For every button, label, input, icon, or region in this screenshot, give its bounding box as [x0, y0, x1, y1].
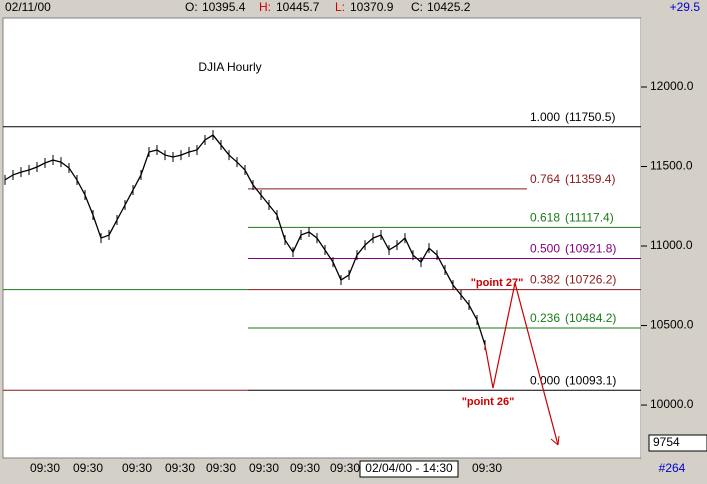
y-tick-label: 10500.0	[650, 318, 694, 332]
fib-value-label: (10484.2)	[565, 311, 616, 325]
annotation: "point 27"	[471, 277, 524, 289]
fib-label: 0.000	[530, 373, 560, 387]
fib-label: 0.618	[530, 211, 560, 225]
x-tick-label: 09:30	[206, 461, 236, 475]
fib-label: 0.500	[530, 242, 560, 256]
x-tick-label: 09:30	[122, 461, 152, 475]
last-price-label: 9754	[653, 435, 680, 449]
fib-label: 1.000	[530, 110, 560, 124]
y-tick-label: 10000.0	[650, 397, 694, 411]
fib-value-label: (11359.4)	[565, 172, 615, 186]
y-tick-label: 11500.0	[650, 159, 693, 173]
projection-line	[484, 282, 559, 446]
chart-title: DJIA Hourly	[198, 60, 261, 74]
fib-value-label: (10726.2)	[565, 273, 616, 287]
header-high: 10445.7	[276, 0, 320, 14]
y-axis-panel	[641, 18, 707, 458]
header-date: 02/11/00	[5, 0, 51, 14]
cursor-box	[359, 460, 459, 478]
fib-label: 0.382	[530, 273, 560, 287]
header-open-label: O:	[185, 0, 198, 14]
arrow-head	[550, 435, 560, 446]
fib-label: 0.764	[530, 172, 560, 186]
header-high-label: H:	[259, 0, 271, 14]
y-tick-label: 11000.0	[650, 238, 693, 252]
header-close: 10425.2	[427, 0, 471, 14]
x-tick-label: 09:30	[165, 461, 195, 475]
x-tick-label: 09:30	[290, 461, 320, 475]
header-low: 10370.9	[350, 0, 394, 14]
x-tick-label: 09:30	[30, 461, 60, 475]
header-change: +29.5	[670, 0, 701, 14]
fib-value-label: (10921.8)	[565, 242, 616, 256]
plot-area	[2, 17, 642, 459]
header-open: 10395.4	[202, 0, 246, 14]
x-tick-label: 09:30	[249, 461, 279, 475]
fib-label: 0.236	[530, 311, 560, 325]
header-close-label: C:	[411, 0, 423, 14]
fib-value-label: (10093.1)	[565, 373, 616, 387]
x-tick-label: 09:30	[330, 461, 360, 475]
last-price-box	[648, 434, 707, 452]
fib-value-label: (11117.4)	[565, 211, 614, 225]
bar-count: #264	[659, 461, 686, 475]
x-tick-label: 09:30	[73, 461, 103, 475]
y-tick-label: 12000.0	[650, 79, 694, 93]
cursor-label: 02/04/00 - 14:30	[365, 461, 453, 475]
header-low-label: L:	[335, 0, 345, 14]
fib-value-label: (11750.5)	[565, 110, 615, 124]
annotation: "point 26"	[462, 396, 515, 408]
x-tick-label: 09:30	[472, 461, 502, 475]
